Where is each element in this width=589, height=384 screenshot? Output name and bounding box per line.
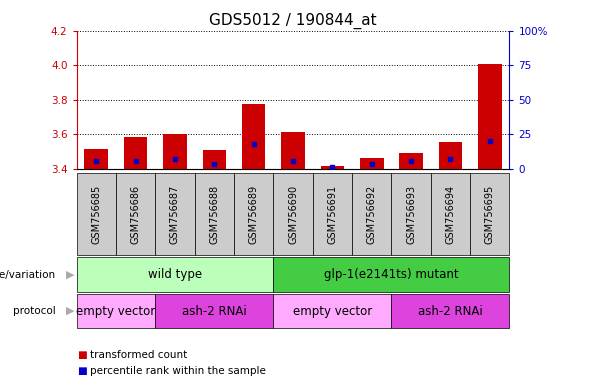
Bar [84, 149, 108, 169]
Bar [163, 134, 187, 169]
Text: protocol: protocol [13, 306, 56, 316]
Bar [320, 166, 344, 169]
Text: ash-2 RNAi: ash-2 RNAi [418, 305, 483, 318]
Title: GDS5012 / 190844_at: GDS5012 / 190844_at [209, 13, 377, 29]
Text: GSM756695: GSM756695 [485, 184, 495, 244]
Bar [281, 132, 305, 169]
Bar [439, 142, 462, 169]
Text: GSM756689: GSM756689 [249, 185, 259, 243]
Text: empty vector: empty vector [293, 305, 372, 318]
Text: GSM756686: GSM756686 [131, 185, 141, 243]
Bar [478, 65, 502, 169]
Text: GSM756692: GSM756692 [367, 184, 377, 244]
Text: genotype/variation: genotype/variation [0, 270, 56, 280]
Text: ■: ■ [77, 366, 87, 376]
Text: ash-2 RNAi: ash-2 RNAi [182, 305, 247, 318]
Text: ▶: ▶ [67, 270, 75, 280]
Bar [203, 150, 226, 169]
Text: GSM756690: GSM756690 [288, 185, 298, 243]
Bar [360, 158, 383, 169]
Bar [242, 104, 266, 169]
Text: GSM756688: GSM756688 [209, 185, 219, 243]
Text: ▶: ▶ [67, 306, 75, 316]
Text: transformed count: transformed count [90, 350, 187, 360]
Text: empty vector: empty vector [77, 305, 155, 318]
Text: percentile rank within the sample: percentile rank within the sample [90, 366, 266, 376]
Text: GSM756693: GSM756693 [406, 185, 416, 243]
Text: GSM756685: GSM756685 [91, 184, 101, 244]
Text: wild type: wild type [148, 268, 202, 281]
Bar [124, 137, 147, 169]
Text: GSM756691: GSM756691 [327, 185, 337, 243]
Text: GSM756694: GSM756694 [445, 185, 455, 243]
Text: glp-1(e2141ts) mutant: glp-1(e2141ts) mutant [324, 268, 459, 281]
Text: ■: ■ [77, 350, 87, 360]
Text: GSM756687: GSM756687 [170, 184, 180, 244]
Bar [399, 153, 423, 169]
